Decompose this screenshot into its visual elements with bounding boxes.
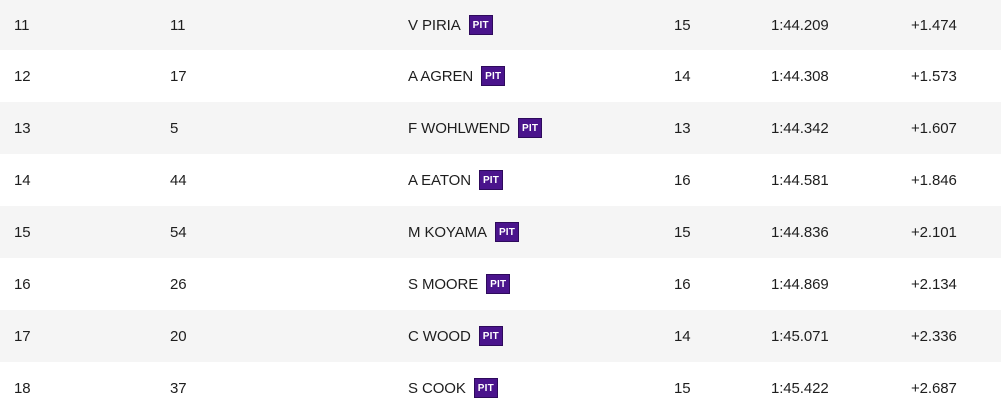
lap-time-cell: 1:45.071: [771, 327, 829, 345]
position-cell: 11: [14, 16, 30, 34]
driver-cell: A EATON PIT: [408, 154, 504, 206]
table-row: 15 54 M KOYAMA PIT 15 1:44.836 +2.101: [0, 206, 1001, 258]
laps-cell: 16: [674, 275, 691, 293]
pit-badge: PIT: [518, 118, 543, 138]
driver-name: A EATON: [408, 171, 471, 189]
pit-badge: PIT: [494, 222, 520, 242]
table-row: 14 44 A EATON PIT 16 1:44.581 +1.846: [0, 154, 1001, 206]
lap-time-cell: 1:45.422: [771, 379, 829, 397]
driver-cell: M KOYAMA PIT: [408, 206, 520, 258]
position-cell: 14: [14, 171, 31, 189]
gap-cell: +1.607: [911, 119, 957, 137]
gap-cell: +1.474: [911, 16, 957, 34]
pit-badge: PIT: [481, 66, 506, 86]
car-number-cell: 5: [170, 119, 179, 137]
driver-cell: A AGREN PIT: [408, 50, 506, 102]
gap-cell: +2.336: [911, 327, 957, 345]
table-row: 18 37 S COOK PIT 15 1:45.422 +2.687: [0, 362, 1001, 408]
table-row: 12 17 A AGREN PIT 14 1:44.308 +1.573: [0, 50, 1001, 102]
car-number-cell: 26: [170, 275, 187, 293]
position-cell: 18: [14, 379, 31, 397]
position-cell: 17: [14, 327, 31, 345]
laps-cell: 14: [674, 327, 691, 345]
table-row: 11 11 V PIRIA PIT 15 1:44.209 +1.474: [0, 0, 1001, 50]
pit-badge: PIT: [473, 378, 498, 398]
gap-cell: +1.846: [911, 171, 957, 189]
table-row: 13 5 F WOHLWEND PIT 13 1:44.342 +1.607: [0, 102, 1001, 154]
lap-time-cell: 1:44.342: [771, 119, 829, 137]
driver-cell: S MOORE PIT: [408, 258, 511, 310]
car-number-cell: 20: [170, 327, 187, 345]
position-cell: 15: [14, 223, 31, 241]
pit-badge: PIT: [486, 274, 511, 294]
driver-cell: C WOOD PIT: [408, 310, 503, 362]
lap-time-cell: 1:44.581: [771, 171, 829, 189]
driver-name: S MOORE: [408, 275, 479, 293]
pit-badge: PIT: [468, 15, 493, 35]
pit-badge: PIT: [478, 326, 503, 346]
gap-cell: +1.573: [911, 67, 957, 85]
laps-cell: 15: [674, 223, 691, 241]
gap-cell: +2.134: [911, 275, 957, 293]
driver-cell: V PIRIA PIT: [408, 0, 493, 50]
driver-cell: S COOK PIT: [408, 362, 498, 408]
laps-cell: 14: [674, 67, 691, 85]
lap-time-cell: 1:44.836: [771, 223, 829, 241]
pit-badge: PIT: [478, 170, 504, 190]
lap-time-cell: 1:44.869: [771, 275, 829, 293]
laps-cell: 15: [674, 379, 691, 397]
table-row: 16 26 S MOORE PIT 16 1:44.869 +2.134: [0, 258, 1001, 310]
driver-name: V PIRIA: [408, 16, 461, 34]
position-cell: 13: [14, 119, 31, 137]
car-number-cell: 37: [170, 379, 187, 397]
laps-cell: 13: [674, 119, 691, 137]
driver-name: S COOK: [408, 379, 466, 397]
driver-cell: F WOHLWEND PIT: [408, 102, 543, 154]
driver-name: M KOYAMA: [408, 223, 487, 241]
table-row: 17 20 C WOOD PIT 14 1:45.071 +2.336: [0, 310, 1001, 362]
position-cell: 12: [14, 67, 31, 85]
driver-name: F WOHLWEND: [408, 119, 511, 137]
car-number-cell: 17: [170, 67, 187, 85]
driver-name: A AGREN: [408, 67, 474, 85]
driver-name: C WOOD: [408, 327, 471, 345]
car-number-cell: 44: [170, 171, 187, 189]
laps-cell: 15: [674, 16, 691, 34]
gap-cell: +2.687: [911, 379, 957, 397]
gap-cell: +2.101: [911, 223, 957, 241]
lap-time-cell: 1:44.209: [771, 16, 829, 34]
car-number-cell: 11: [170, 16, 186, 34]
position-cell: 16: [14, 275, 31, 293]
lap-time-cell: 1:44.308: [771, 67, 829, 85]
car-number-cell: 54: [170, 223, 187, 241]
laps-cell: 16: [674, 171, 691, 189]
